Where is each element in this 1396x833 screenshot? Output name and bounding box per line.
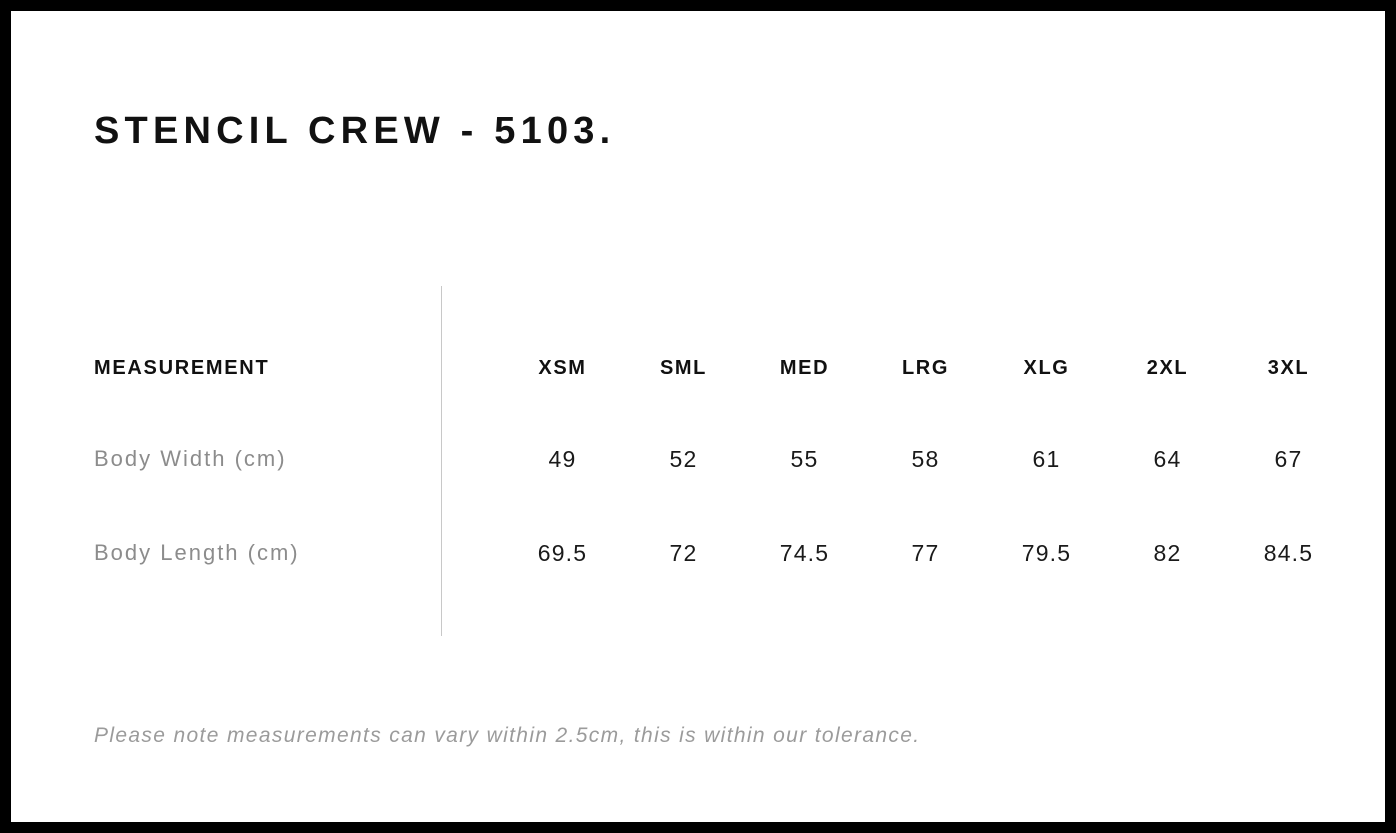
cell-body-length-2xl: 82 [1153, 540, 1182, 566]
column-header-3xl: 3XL [1267, 357, 1310, 379]
cell-body-width-xlg: 61 [1032, 446, 1061, 472]
cell-body-width-med: 55 [790, 446, 819, 472]
size-chart-card: STENCIL CREW - 5103. MEASUREMENT XSM SML… [11, 11, 1385, 822]
column-header-sml: SML [659, 357, 708, 379]
column-header-med: MED [779, 357, 830, 379]
cell-body-length-med: 74.5 [779, 540, 830, 566]
column-header-measurement: MEASUREMENT [94, 357, 270, 379]
table-row: Body Length (cm) 69.5 72 74.5 77 79.5 82… [11, 533, 1385, 573]
table-header-row: MEASUREMENT XSM SML MED LRG XLG 2XL 3XL [11, 348, 1385, 388]
page-title: STENCIL CREW - 5103. [94, 110, 616, 152]
cell-body-length-3xl: 84.5 [1263, 540, 1314, 566]
column-header-xsm: XSM [538, 357, 587, 379]
cell-body-length-lrg: 77 [911, 540, 940, 566]
cell-body-length-xsm: 69.5 [537, 540, 588, 566]
cell-body-length-sml: 72 [669, 540, 698, 566]
column-header-xlg: XLG [1023, 357, 1070, 379]
cell-body-width-xsm: 49 [548, 446, 577, 472]
column-header-2xl: 2XL [1146, 357, 1189, 379]
cell-body-width-sml: 52 [669, 446, 698, 472]
table-row: Body Width (cm) 49 52 55 58 61 64 67 [11, 439, 1385, 479]
row-label-body-width: Body Width (cm) [94, 446, 287, 471]
cell-body-width-3xl: 67 [1274, 446, 1303, 472]
cell-body-width-2xl: 64 [1153, 446, 1182, 472]
tolerance-footnote: Please note measurements can vary within… [94, 724, 921, 747]
column-divider [441, 286, 442, 636]
row-label-body-length: Body Length (cm) [94, 540, 300, 565]
column-header-lrg: LRG [901, 357, 950, 379]
cell-body-width-lrg: 58 [911, 446, 940, 472]
cell-body-length-xlg: 79.5 [1021, 540, 1072, 566]
